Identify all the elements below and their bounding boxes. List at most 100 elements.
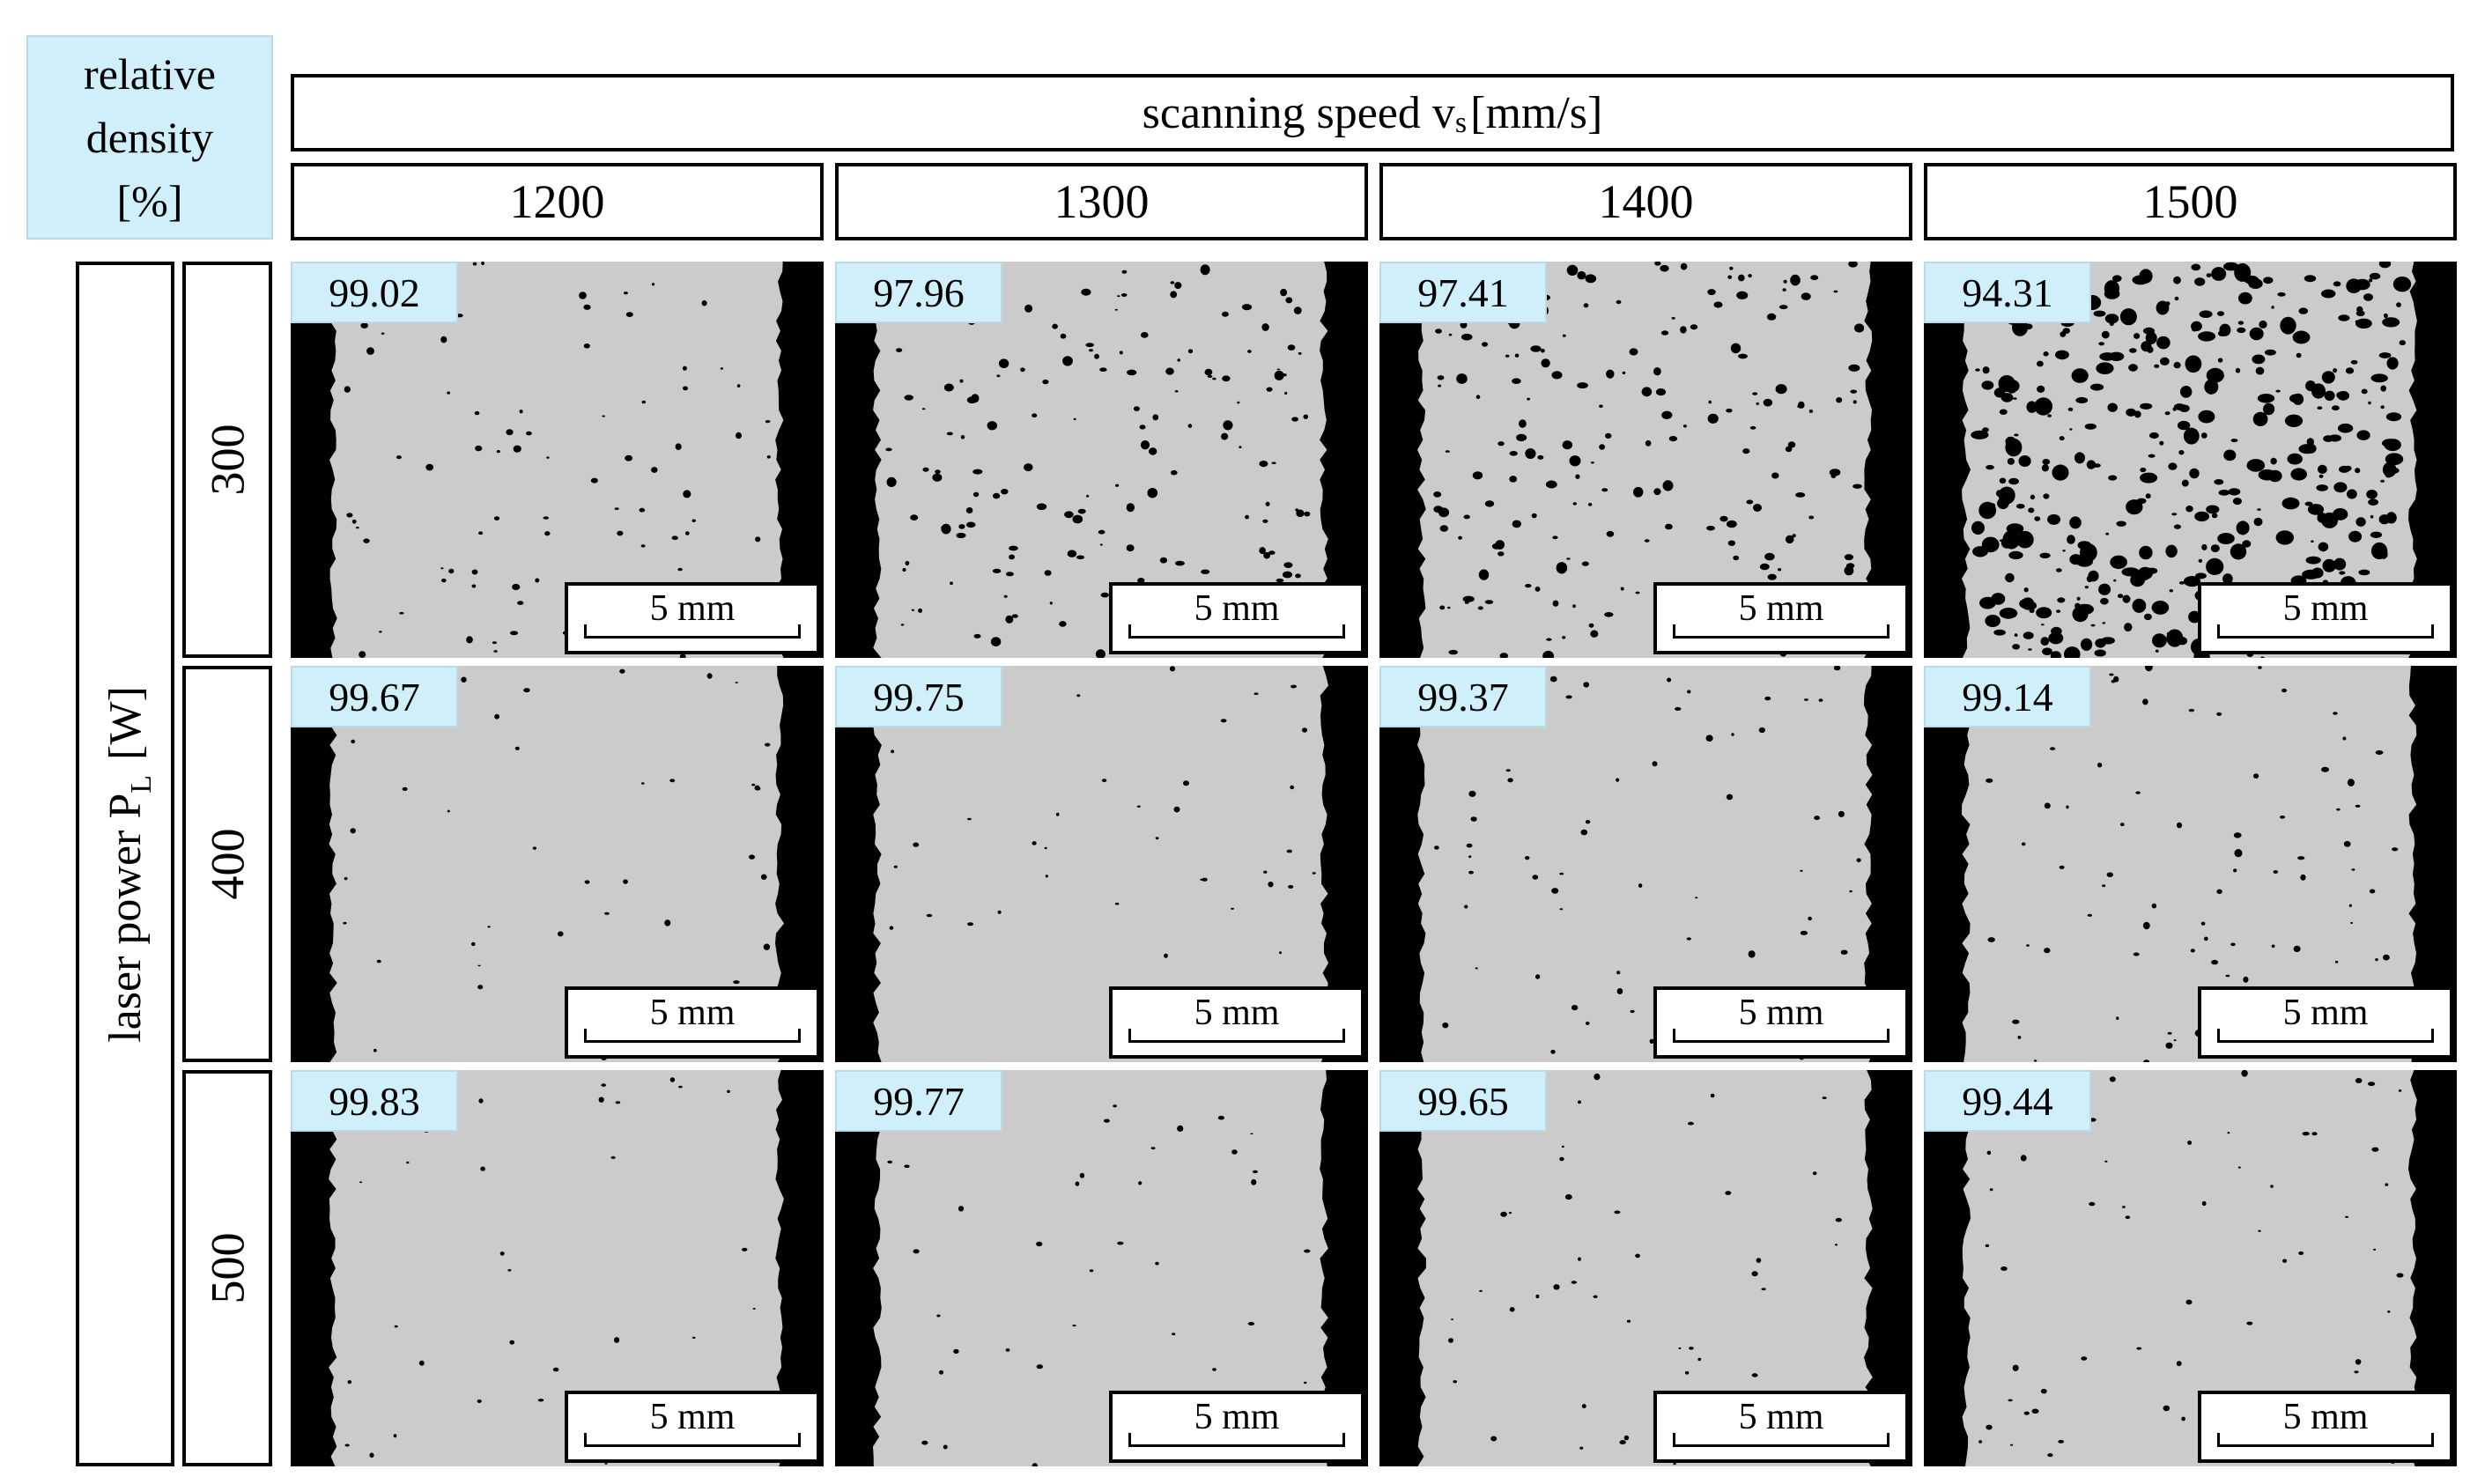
pore bbox=[2026, 401, 2037, 413]
pore bbox=[2181, 479, 2189, 487]
density-value: 99.75 bbox=[835, 666, 1002, 727]
pore bbox=[1279, 951, 1282, 955]
pore bbox=[1119, 351, 1123, 355]
pore bbox=[1653, 367, 1661, 376]
pore bbox=[625, 312, 633, 317]
pore bbox=[624, 292, 628, 295]
pore bbox=[1245, 514, 1250, 520]
pore bbox=[2219, 323, 2231, 336]
pore bbox=[478, 531, 484, 535]
pore bbox=[440, 336, 447, 343]
pore bbox=[2128, 364, 2138, 372]
sample-edge-left bbox=[1924, 666, 1971, 1062]
pore bbox=[2361, 388, 2368, 395]
pore bbox=[2356, 430, 2370, 440]
column-header-1300: 1300 bbox=[835, 163, 1368, 240]
pore bbox=[2350, 359, 2358, 365]
pore bbox=[619, 668, 625, 674]
pore bbox=[1707, 413, 1719, 424]
pore bbox=[1121, 269, 1128, 274]
pore bbox=[2183, 427, 2200, 445]
pore bbox=[2081, 560, 2085, 565]
micrograph-panel: 99.75 5 mm bbox=[835, 666, 1368, 1062]
pore bbox=[2384, 439, 2401, 452]
pore bbox=[993, 492, 1001, 499]
pore bbox=[1527, 397, 1530, 401]
pore bbox=[2292, 330, 2311, 344]
pore bbox=[1114, 308, 1118, 311]
pore bbox=[1253, 692, 1259, 695]
pore bbox=[641, 782, 645, 785]
pore bbox=[1719, 515, 1728, 522]
pore bbox=[733, 980, 740, 985]
pore bbox=[910, 514, 919, 521]
pore bbox=[2090, 624, 2096, 627]
pore bbox=[1599, 404, 1603, 408]
pore bbox=[1005, 615, 1014, 624]
pore bbox=[1537, 454, 1544, 460]
pore bbox=[1516, 433, 1527, 442]
pore bbox=[953, 1348, 959, 1355]
sample-edge-left bbox=[1924, 1070, 1971, 1466]
pore bbox=[2375, 958, 2378, 962]
pore bbox=[701, 300, 707, 306]
pore bbox=[1291, 417, 1298, 422]
pore bbox=[1259, 547, 1266, 555]
pore bbox=[1667, 677, 1672, 683]
pore bbox=[1438, 384, 1442, 388]
pore bbox=[2156, 336, 2170, 350]
pore bbox=[1484, 500, 1495, 507]
pore bbox=[366, 347, 374, 355]
pore bbox=[355, 527, 359, 529]
pore bbox=[2108, 475, 2118, 481]
sample-edge-left bbox=[835, 262, 882, 658]
scale-bar-line bbox=[2217, 636, 2434, 639]
pore bbox=[1767, 573, 1777, 580]
pore bbox=[1261, 323, 1269, 331]
pore bbox=[1727, 520, 1737, 528]
pore bbox=[2188, 610, 2201, 624]
pore bbox=[996, 374, 1001, 378]
pore bbox=[478, 1098, 484, 1104]
pore bbox=[1103, 1119, 1110, 1123]
pore bbox=[2369, 889, 2376, 894]
pore bbox=[2355, 1359, 2362, 1365]
pore bbox=[1655, 388, 1667, 396]
pore bbox=[1202, 877, 1208, 882]
pore bbox=[2187, 1141, 2193, 1145]
pore bbox=[651, 283, 655, 286]
pore bbox=[1448, 333, 1453, 336]
pore bbox=[691, 1336, 696, 1339]
pore bbox=[1660, 264, 1669, 272]
pore bbox=[2121, 1206, 2126, 1208]
pore bbox=[2370, 373, 2388, 383]
pore bbox=[2280, 816, 2286, 819]
pore bbox=[418, 1360, 425, 1366]
scale-bar-label: 5 mm bbox=[649, 1397, 736, 1437]
pore bbox=[2321, 766, 2329, 772]
pore bbox=[1120, 293, 1128, 297]
pore bbox=[2252, 411, 2268, 426]
density-value: 99.83 bbox=[291, 1070, 458, 1132]
sample-edge-right bbox=[1320, 666, 1368, 1062]
pore bbox=[1036, 1364, 1043, 1370]
pore bbox=[1687, 1121, 1694, 1126]
pore bbox=[2218, 490, 2230, 496]
pore bbox=[1221, 432, 1229, 440]
pore bbox=[1559, 908, 1564, 911]
pore bbox=[1654, 262, 1661, 266]
pore bbox=[1998, 375, 2015, 393]
pore bbox=[496, 450, 500, 454]
pore bbox=[1551, 888, 1559, 894]
pore bbox=[1271, 461, 1276, 464]
pore bbox=[1668, 436, 1678, 442]
pore bbox=[509, 631, 519, 636]
pore bbox=[517, 601, 524, 605]
pore bbox=[2230, 543, 2247, 560]
pore bbox=[1239, 446, 1242, 449]
pore bbox=[2094, 649, 2106, 657]
pore bbox=[671, 535, 678, 540]
pore bbox=[1622, 371, 1626, 375]
pore bbox=[1852, 400, 1857, 404]
scale-bar-tick bbox=[1887, 624, 1889, 639]
